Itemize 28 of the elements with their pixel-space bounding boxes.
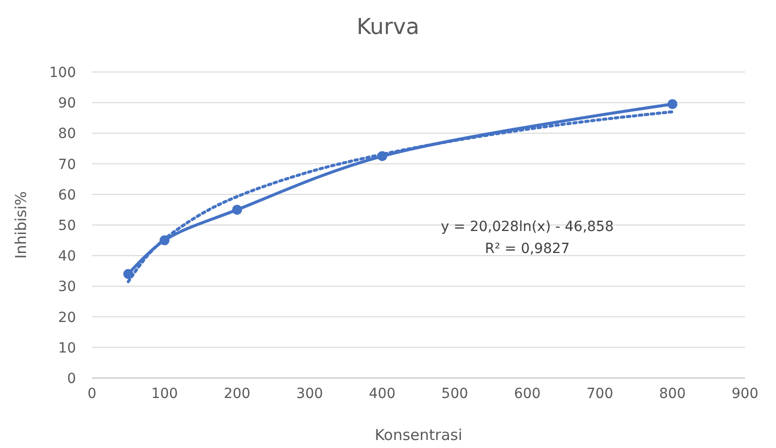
y-tick-label: 0 (67, 371, 76, 387)
y-tick-label: 100 (49, 65, 76, 81)
y-tick-label: 20 (58, 310, 76, 326)
y-axis-title: Inhibisi% (12, 191, 30, 259)
point (232, 204, 242, 215)
x-tick-label: 800 (659, 386, 686, 402)
x-tick-label: 100 (151, 386, 178, 402)
y-tick-label: 40 (58, 248, 76, 265)
y-tick-label: 60 (58, 187, 76, 204)
chart-title: Kurva (356, 15, 420, 40)
x-tick-label: 700 (586, 386, 614, 402)
x-tick-label: 900 (732, 386, 758, 402)
y-tick-label: 10 (58, 340, 76, 356)
x-tick-label: 200 (224, 386, 250, 402)
y-tick-label: 30 (58, 279, 76, 296)
x-axis-title: Konsentrasi (374, 426, 462, 444)
x-tick-label: 500 (441, 386, 468, 402)
y-tick-label: 90 (58, 96, 76, 112)
y-tick-label: 50 (58, 218, 76, 234)
x-tick-label: 0 (88, 386, 96, 402)
point (667, 99, 678, 110)
annotation: y = 20,028ln(x) - 46,858 (440, 219, 614, 236)
y-tick-label: 70 (58, 156, 76, 173)
x-tick-label: 400 (368, 386, 396, 402)
x-tick-label: 600 (514, 386, 541, 402)
x-tick-label: 300 (296, 386, 324, 402)
annotation: R² = 0,9827 (484, 241, 570, 258)
y-tick-label: 80 (58, 126, 76, 142)
